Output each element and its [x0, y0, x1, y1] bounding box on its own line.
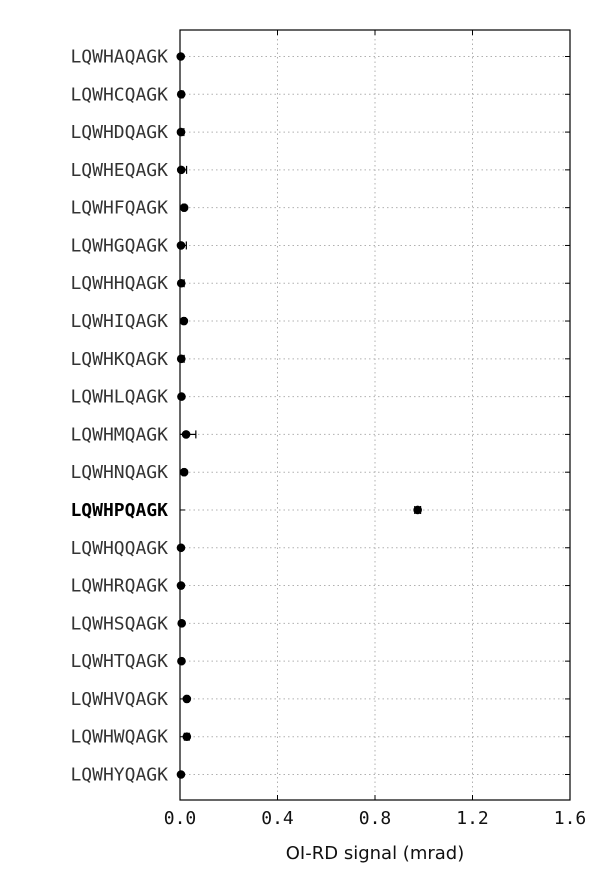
data-point [182, 732, 192, 742]
category-labels: LQWHAQAGK LQWHCQAGK LQWHDQAGK LQWHEQAGK LQWH… [70, 47, 570, 786]
x-tick-label: 1.2 [456, 808, 489, 829]
data-point-group [182, 694, 192, 704]
grid-lines [180, 30, 570, 800]
x-tick-label: 0.0 [164, 808, 197, 829]
category-label: LQWHEQAGK [70, 160, 168, 181]
category-label: LQWHLQAGK [70, 387, 168, 408]
category-label: LQWHSQAGK [70, 613, 168, 634]
category-label: LQWHAQAGK [70, 47, 168, 68]
data-point-group [182, 732, 192, 742]
category-label: LQWHMQAGK [70, 424, 168, 445]
category-label: LQWHGQAGK [70, 235, 168, 256]
data-point [182, 694, 192, 704]
category-label: LQWHPQAGK [70, 500, 168, 521]
category-label: LQWHRQAGK [70, 576, 168, 597]
category-label: LQWHIQAGK [70, 311, 168, 332]
category-label: LQWHKQAGK [70, 349, 168, 370]
plot-frame [179, 29, 571, 801]
category-label: LQWHCQAGK [70, 84, 168, 105]
x-tick-label: 1.6 [554, 808, 587, 829]
category-label: LQWHFQAGK [70, 198, 168, 219]
category-label: LQWHWQAGK [70, 727, 168, 748]
data-points [176, 52, 422, 779]
category-label: LQWHTQAGK [70, 651, 168, 672]
x-tick-labels: 0.0 0.4 0.8 1.2 1.6 [164, 30, 587, 829]
category-label: LQWHDQAGK [70, 122, 168, 143]
category-label: LQWHNQAGK [70, 462, 168, 483]
category-label: LQWHVQAGK [70, 689, 168, 710]
x-axis-label: OI-RD signal (mrad) [286, 843, 464, 864]
x-tick-label: 0.8 [359, 808, 392, 829]
data-point [181, 430, 191, 439]
category-label: LQWHQQAGK [70, 538, 168, 559]
category-label: LQWHHQAGK [70, 273, 168, 294]
category-label: LQWHYQAGK [70, 765, 168, 786]
x-tick-label: 0.4 [261, 808, 294, 829]
data-point-group [413, 505, 422, 515]
data-point [413, 505, 422, 515]
